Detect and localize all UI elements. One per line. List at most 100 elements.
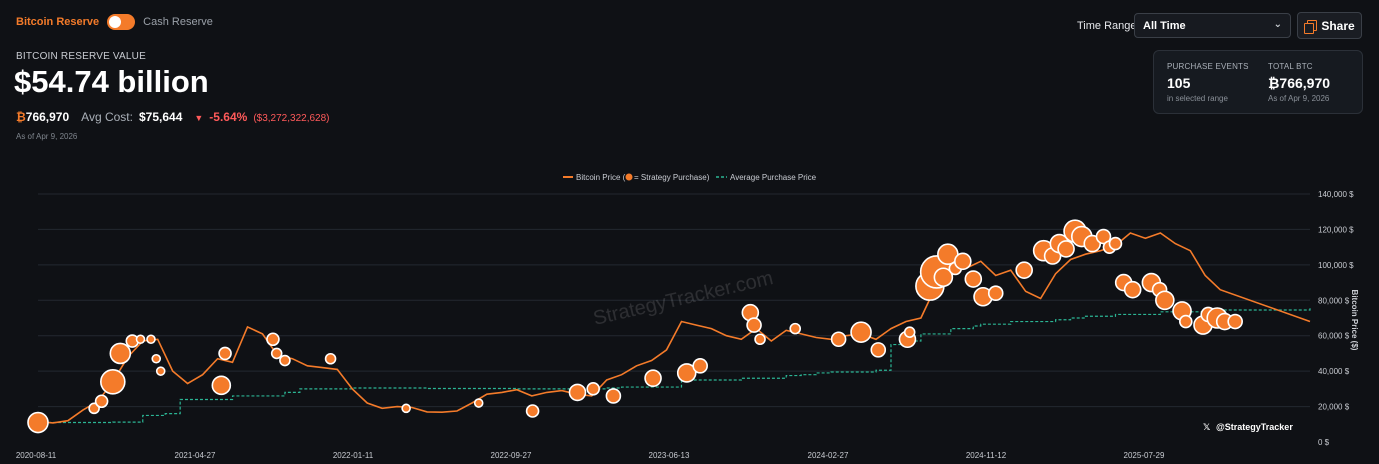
- purchase-marker[interactable]: [473, 398, 484, 408]
- time-range-label: Time Range:: [1077, 20, 1140, 32]
- share-button[interactable]: Share: [1297, 12, 1362, 39]
- total-btc-amount: ₿766,970: [1268, 75, 1331, 91]
- purchase-marker[interactable]: [830, 331, 847, 348]
- purchase-marker[interactable]: [746, 317, 762, 333]
- purchase-marker[interactable]: [1178, 314, 1193, 329]
- total-btc-stat: TOTAL BTC ₿766,970 As of Apr 9, 2026: [1268, 62, 1330, 103]
- purchase-marker[interactable]: [1108, 236, 1123, 251]
- purchase-events-sub: in selected range: [1167, 94, 1228, 103]
- purchase-marker[interactable]: [270, 347, 283, 360]
- btc-amount: 766,970: [25, 110, 70, 124]
- y-tick-label: 100,000 $: [1318, 261, 1354, 270]
- average-purchase-price-line: [38, 308, 1311, 424]
- y-tick-label: 0 $: [1318, 438, 1330, 447]
- purchase-markers: [27, 219, 1243, 434]
- purchase-marker[interactable]: [525, 404, 540, 418]
- purchase-marker[interactable]: [1155, 290, 1175, 311]
- purchase-marker[interactable]: [279, 354, 291, 367]
- purchase-events-stat: PURCHASE EVENTS 105 in selected range: [1167, 62, 1249, 103]
- purchase-marker[interactable]: [1123, 280, 1142, 299]
- purchase-marker[interactable]: [151, 353, 162, 364]
- purchase-marker[interactable]: [1015, 261, 1033, 279]
- purchase-marker[interactable]: [933, 267, 954, 288]
- bitcoin-reserve-label[interactable]: Bitcoin Reserve: [16, 16, 100, 28]
- purchase-marker[interactable]: [586, 382, 600, 396]
- purchase-marker[interactable]: [324, 352, 337, 365]
- reserve-value: $54.74 billion: [14, 64, 209, 99]
- info-card: PURCHASE EVENTS 105 in selected range TO…: [1153, 50, 1363, 114]
- y-tick-label: 120,000 $: [1318, 225, 1354, 234]
- chevron-down-icon: ⌄: [1273, 19, 1282, 30]
- reserve-toggle-switch[interactable]: [107, 14, 136, 30]
- x-tick-label: 2022-09-27: [491, 451, 532, 460]
- total-btc-value: ₿766,970: [1268, 75, 1330, 91]
- purchase-marker[interactable]: [644, 369, 662, 388]
- purchase-marker[interactable]: [789, 322, 802, 335]
- purchase-marker[interactable]: [94, 394, 109, 409]
- as-of-date: As of Apr 9, 2026: [16, 132, 78, 141]
- purchase-marker[interactable]: [1227, 313, 1243, 330]
- change-percent: -5.64%: [209, 110, 248, 124]
- purchase-marker[interactable]: [1057, 240, 1075, 258]
- y-tick-label: 80,000 $: [1318, 296, 1350, 305]
- purchase-events-value: 105: [1167, 75, 1191, 91]
- x-tick-label: 2025-07-29: [1124, 451, 1165, 460]
- y-tick-label: 140,000 $: [1318, 190, 1354, 199]
- legend-marker-swatch: [625, 173, 633, 181]
- avg-cost-label: Avg Cost:: [81, 110, 133, 124]
- purchase-marker[interactable]: [155, 366, 166, 376]
- purchase-marker[interactable]: [211, 375, 232, 396]
- purchase-events-title: PURCHASE EVENTS: [1167, 62, 1249, 71]
- purchase-marker[interactable]: [1095, 228, 1112, 245]
- y-axis-ticks: 140,000 $ 120,000 $ 100,000 $ 80,000 $ 60,00…: [1318, 190, 1354, 447]
- x-tick-label: 2021-04-27: [175, 451, 216, 460]
- purchase-marker[interactable]: [754, 333, 766, 346]
- btc-symbol: ₿: [16, 110, 26, 124]
- purchase-marker[interactable]: [692, 358, 708, 374]
- x-axis-ticks: 2020-08-11 2021-04-27 2022-01-11 2022-09-27…: [16, 451, 1165, 460]
- legend-price-label: Bitcoin Price (: [576, 173, 626, 182]
- purchase-marker[interactable]: [218, 346, 232, 361]
- purchase-marker[interactable]: [401, 403, 411, 414]
- purchase-marker[interactable]: [100, 368, 126, 395]
- x-tick-label: 2022-01-11: [333, 451, 374, 460]
- chart-legend: Bitcoin Price ( = Strategy Purchase) Ave…: [563, 173, 817, 182]
- purchase-marker[interactable]: [870, 342, 887, 358]
- purchase-marker[interactable]: [109, 342, 132, 365]
- x-tick-label: 2024-11-12: [966, 451, 1007, 460]
- time-range-value: All Time: [1143, 20, 1186, 32]
- purchase-marker[interactable]: [605, 388, 622, 404]
- total-btc-title: TOTAL BTC: [1268, 62, 1313, 71]
- twitter-handle: @StrategyTracker: [1216, 422, 1293, 432]
- purchase-marker[interactable]: [954, 252, 972, 271]
- toggle-knob: [109, 16, 122, 28]
- change-absolute: ($3,272,322,628): [253, 113, 330, 124]
- purchase-marker[interactable]: [146, 334, 156, 345]
- purchase-marker[interactable]: [987, 285, 1004, 301]
- purchase-marker[interactable]: [964, 270, 983, 288]
- stats-row: ₿766,970 Avg Cost: $75,644 ▼ -5.64% ($3,…: [16, 110, 330, 124]
- avg-cost-value: $75,644: [138, 110, 183, 124]
- change-down-icon: ▼: [194, 113, 204, 123]
- y-tick-label: 20,000 $: [1318, 403, 1350, 412]
- legend-average-label: Average Purchase Price: [730, 173, 817, 182]
- x-tick-label: 2023-06-13: [649, 451, 690, 460]
- x-tick-label: 2020-08-11: [16, 451, 57, 460]
- btc-holdings: ₿766,970: [16, 110, 69, 124]
- purchase-marker[interactable]: [135, 334, 146, 345]
- time-range-select[interactable]: All Time ⌄: [1134, 13, 1291, 38]
- purchase-marker[interactable]: [568, 383, 587, 402]
- y-axis-title: Bitcoin Price ($): [1350, 290, 1359, 351]
- purchase-marker[interactable]: [850, 321, 872, 343]
- purchase-marker[interactable]: [27, 411, 49, 434]
- purchase-marker[interactable]: [903, 326, 916, 338]
- reserve-toggle-group: Bitcoin Reserve Cash Reserve: [16, 14, 213, 30]
- bitcoin-reserve-chart: Bitcoin Price ( = Strategy Purchase) Ave…: [16, 173, 1359, 460]
- cash-reserve-label[interactable]: Cash Reserve: [143, 16, 213, 28]
- reserve-value-label: BITCOIN RESERVE VALUE: [16, 51, 146, 62]
- x-logo-icon: 𝕏: [1203, 422, 1211, 432]
- purchase-marker[interactable]: [676, 363, 697, 383]
- total-btc-sub: As of Apr 9, 2026: [1268, 94, 1330, 103]
- x-tick-label: 2024-02-27: [808, 451, 849, 460]
- purchase-marker[interactable]: [266, 332, 280, 347]
